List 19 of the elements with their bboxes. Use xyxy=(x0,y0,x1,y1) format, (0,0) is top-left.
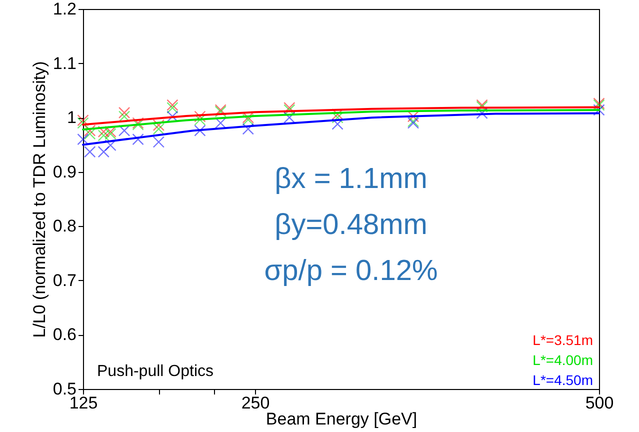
text: L*=4.50m xyxy=(532,372,593,388)
x-tick-label: 250 xyxy=(241,394,270,412)
annotation: σp/p = 0.12% xyxy=(264,255,438,287)
annotation: βx = 1.1mm xyxy=(274,163,428,195)
y-axis-title: L/L0 (normalized to TDR Luminosity) xyxy=(30,61,49,338)
text: L*=3.51m xyxy=(532,332,593,348)
x-axis-title: Beam Energy [GeV] xyxy=(266,410,418,428)
y-tick-label: 0.7 xyxy=(52,270,76,290)
y-tick-label: 0.9 xyxy=(52,162,76,182)
y-tick-label: 0.8 xyxy=(52,216,76,236)
y-tick-label: 1 xyxy=(67,108,76,128)
text: L*=4.00m xyxy=(532,352,593,368)
annotation: Push-pull Optics xyxy=(97,363,214,380)
y-tick-label: 1.1 xyxy=(52,54,76,73)
annotation: βy=0.48mm xyxy=(274,209,428,241)
y-tick-label: 0.6 xyxy=(52,325,76,344)
y-tick-label: 1.2 xyxy=(52,0,76,18)
x-tick-label: 125 xyxy=(69,394,98,412)
x-tick-label: 500 xyxy=(585,394,614,412)
